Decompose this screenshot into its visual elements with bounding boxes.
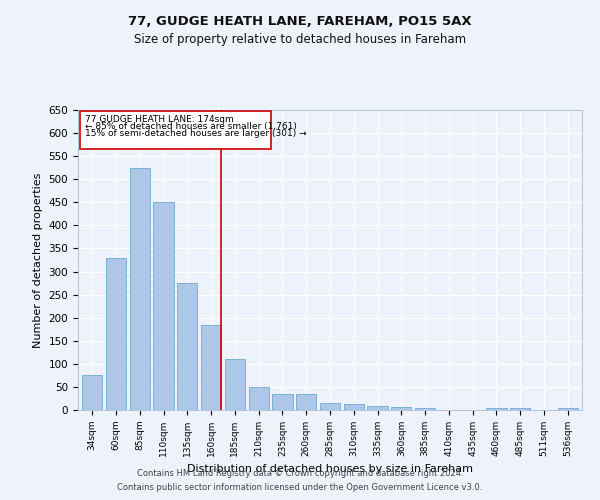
Text: 77 GUDGE HEATH LANE: 174sqm: 77 GUDGE HEATH LANE: 174sqm (85, 114, 234, 124)
Bar (367, 406, 388, 410)
X-axis label: Distribution of detached houses by size in Fareham: Distribution of detached houses by size … (187, 464, 473, 474)
Bar (177, 283, 197, 410)
Bar (248, 387, 269, 410)
Text: Contains HM Land Registry data © Crown copyright and database right 2024.: Contains HM Land Registry data © Crown c… (137, 468, 463, 477)
FancyBboxPatch shape (80, 111, 271, 149)
Bar (201, 324, 221, 410)
Text: Contains public sector information licensed under the Open Government Licence v3: Contains public sector information licen… (118, 484, 482, 492)
Bar (320, 403, 340, 410)
Text: Size of property relative to detached houses in Fareham: Size of property relative to detached ho… (134, 32, 466, 46)
Bar (82, 376, 103, 410)
Text: ← 85% of detached houses are smaller (1,761): ← 85% of detached houses are smaller (1,… (85, 122, 297, 131)
Bar (130, 168, 150, 410)
Bar (225, 359, 245, 410)
Bar (557, 408, 578, 410)
Text: 77, GUDGE HEATH LANE, FAREHAM, PO15 5AX: 77, GUDGE HEATH LANE, FAREHAM, PO15 5AX (128, 15, 472, 28)
Text: 15% of semi-detached houses are larger (301) →: 15% of semi-detached houses are larger (… (85, 130, 307, 138)
Bar (106, 258, 126, 410)
Bar (391, 407, 412, 410)
Bar (510, 408, 530, 410)
Bar (487, 408, 506, 410)
Bar (344, 404, 364, 410)
Bar (296, 394, 316, 410)
Bar (415, 408, 435, 410)
Y-axis label: Number of detached properties: Number of detached properties (33, 172, 43, 348)
Bar (154, 202, 173, 410)
Bar (272, 394, 293, 410)
